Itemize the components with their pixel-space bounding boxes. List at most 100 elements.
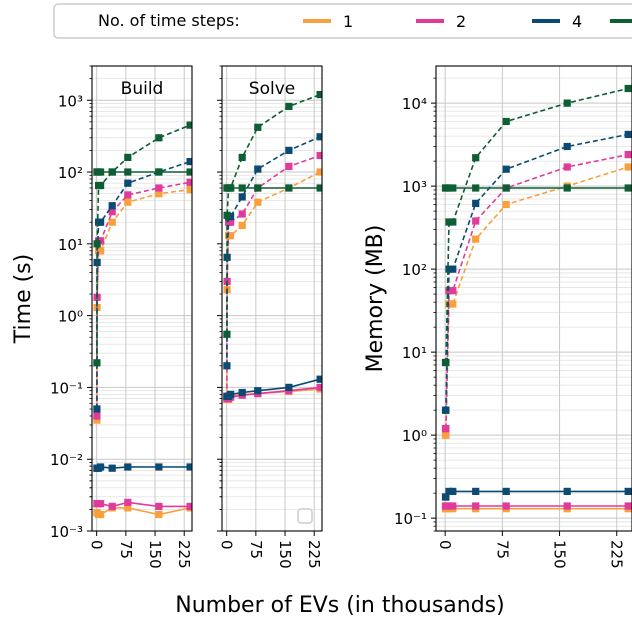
legend: No. of time steps: 12416 (53, 3, 632, 39)
data-point-4 (449, 265, 457, 273)
y-tick-label: 10² (58, 164, 83, 182)
data-point-16 (155, 168, 163, 176)
x-tick-label: 225 (175, 540, 193, 569)
legend-label-4: 4 (572, 12, 582, 31)
axes-frame (435, 65, 632, 532)
data-point-4 (238, 388, 246, 397)
data-point-1 (124, 504, 132, 512)
series-line-4-dashed (445, 133, 629, 412)
legend-label-1: 1 (343, 12, 353, 31)
data-point-1 (449, 300, 457, 308)
data-point-16 (563, 99, 571, 107)
y-axis-label: Memory (MB) (363, 225, 388, 373)
data-point-4 (223, 253, 231, 261)
data-point-4 (124, 463, 132, 471)
data-point-2 (472, 217, 480, 225)
x-tick-label: 225 (608, 540, 626, 569)
data-point-2 (186, 502, 192, 510)
data-point-2 (449, 502, 457, 510)
y-tick-label: 10⁻³ (50, 523, 83, 541)
x-tick-label: 150 (276, 540, 294, 569)
data-point-16 (285, 184, 293, 192)
data-point-4 (108, 464, 116, 472)
data-point-4 (472, 487, 480, 495)
data-point-1 (108, 218, 116, 226)
data-point-16 (238, 184, 246, 192)
legend-frame (53, 3, 632, 39)
series-line-2-dashed (226, 154, 321, 397)
data-point-4 (472, 199, 480, 207)
data-point-16 (472, 154, 480, 162)
data-point-2 (563, 163, 571, 171)
data-point-2 (563, 502, 571, 510)
data-point-4 (108, 202, 116, 210)
data-point-2 (449, 287, 457, 295)
data-point-2 (93, 412, 101, 420)
series-line-1-dashed (226, 171, 321, 399)
data-point-2 (124, 498, 132, 506)
data-point-16 (186, 168, 192, 176)
data-point-1 (227, 232, 235, 240)
data-point-2 (445, 287, 453, 295)
data-point-4 (563, 487, 571, 495)
y-tick-label: 10⁴ (402, 95, 427, 113)
data-point-4 (624, 130, 632, 138)
data-point-2 (155, 502, 163, 510)
y-tick-label: 10⁻² (50, 451, 83, 469)
data-point-16 (97, 168, 105, 176)
data-point-16 (254, 184, 262, 192)
data-point-16 (316, 184, 322, 192)
data-point-2 (472, 502, 480, 510)
data-point-1 (254, 198, 262, 206)
series-line-2-dashed (96, 181, 191, 417)
data-point-2 (316, 151, 322, 160)
x-tick-label: 0 (436, 540, 454, 550)
x-tick-label: 150 (551, 540, 569, 569)
data-point-4 (316, 133, 322, 141)
data-point-4 (563, 142, 571, 151)
data-point-16 (563, 184, 571, 192)
data-point-16 (223, 211, 231, 219)
data-point-4 (227, 390, 235, 398)
series-group (223, 91, 322, 403)
data-point-2 (97, 500, 105, 508)
data-point-16 (186, 121, 192, 129)
series-group (93, 121, 192, 519)
data-point-1 (97, 510, 105, 519)
panel-3: 10⁻¹ 10⁰ 10¹ 10² 10³ 10⁴ 0 75 150 225 Memory (MB) (363, 65, 632, 569)
panel-title: Build (121, 79, 164, 99)
data-point-1 (93, 416, 101, 424)
data-point-16 (227, 184, 235, 192)
data-point-16 (449, 218, 457, 226)
data-point-16 (124, 153, 132, 161)
series-line-16-dashed (445, 87, 629, 364)
data-point-2 (445, 502, 453, 510)
data-point-4 (445, 487, 453, 495)
series-line-16-dashed (96, 124, 191, 363)
data-point-16 (472, 184, 480, 192)
data-point-2 (227, 218, 235, 226)
panel-2: 0 75 150 225 Solve (217, 65, 323, 569)
x-tick-label: 75 (493, 540, 511, 559)
grid (92, 66, 192, 531)
empty-legend-box (297, 508, 313, 524)
data-point-4 (186, 463, 192, 471)
legend-label-2: 2 (456, 12, 466, 31)
data-point-4 (445, 265, 453, 273)
data-point-16 (223, 330, 231, 338)
data-point-1 (502, 200, 510, 209)
y-tick-label: 10⁰ (402, 427, 427, 445)
y-tick-label: 10³ (402, 178, 427, 196)
data-point-16 (285, 102, 293, 110)
x-tick-label: 0 (218, 540, 236, 550)
data-point-1 (155, 190, 163, 198)
data-point-16 (108, 168, 116, 176)
panel-1: 10⁻³ 10⁻² 10⁻¹ 10⁰ 10¹ 10² 10³ 0 75 150 225 Build Ti… (11, 65, 193, 569)
series-line-2-dashed (445, 153, 629, 430)
data-point-4 (155, 463, 163, 471)
grid (436, 66, 632, 531)
y-tick-label: 10⁰ (58, 308, 83, 326)
data-point-4 (254, 387, 262, 395)
data-point-4 (316, 375, 322, 383)
